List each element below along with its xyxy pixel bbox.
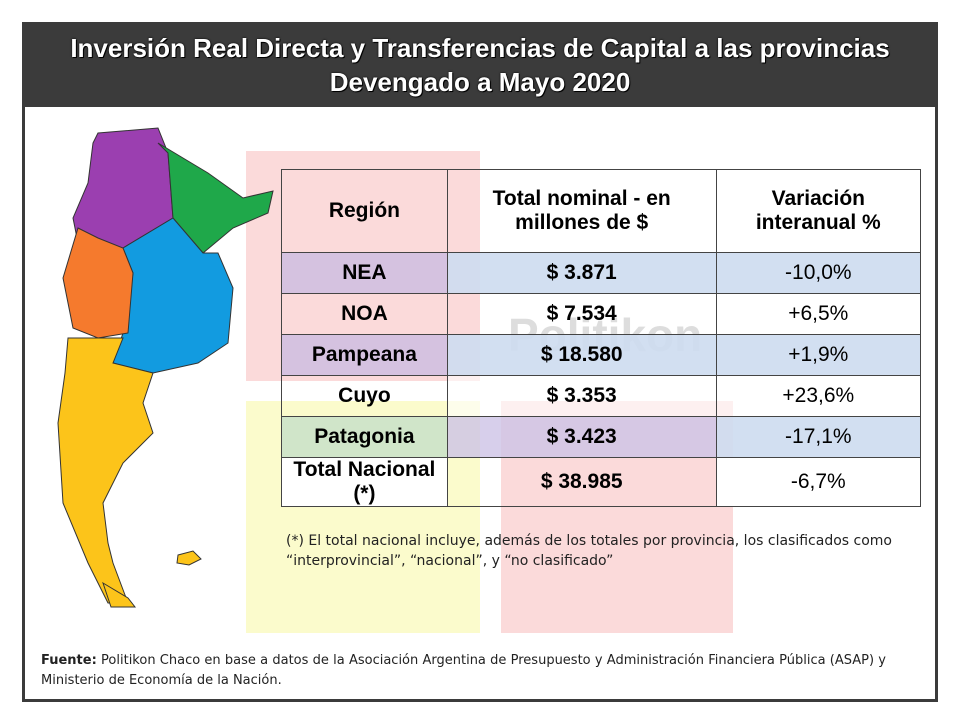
header-row: Región Total nominal - en millones de $ …	[281, 169, 922, 253]
region-cell: Cuyo	[281, 375, 448, 417]
frame: Inversión Real Directa y Transferencias …	[22, 22, 938, 702]
region-cell: NOA	[281, 293, 448, 335]
region-cell: NEA	[281, 252, 448, 294]
source: Fuente: Politikon Chaco en base a datos …	[41, 651, 886, 691]
title: Inversión Real Directa y Transferencias …	[70, 33, 890, 63]
variation-cell: +1,9%	[715, 334, 922, 376]
total-cell: $ 18.580	[446, 334, 717, 376]
island	[176, 550, 202, 566]
variation-cell: -6,7%	[715, 457, 922, 507]
header: Inversión Real Directa y Transferencias …	[25, 25, 935, 107]
table-row: Total Nacional (*) $ 38.985 -6,7%	[281, 457, 922, 507]
table-row: NOA $ 7.534 +6,5%	[281, 293, 922, 335]
table-row: Pampeana $ 18.580 +1,9%	[281, 334, 922, 376]
region-cell: Patagonia	[281, 416, 448, 458]
table: Región Total nominal - en millones de $ …	[281, 169, 922, 507]
variation-cell: +23,6%	[715, 375, 922, 417]
table-row: NEA $ 3.871 -10,0%	[281, 252, 922, 294]
total-cell: $ 3.353	[446, 375, 717, 417]
total-cell: $ 3.423	[446, 416, 717, 458]
map	[57, 127, 274, 608]
source-label: Fuente:	[41, 653, 97, 668]
title: Devengado a Mayo 2020	[329, 67, 631, 97]
variation-cell: +6,5%	[715, 293, 922, 335]
column-header: Variación interanual %	[715, 169, 922, 253]
variation-cell: -10,0%	[715, 252, 922, 294]
region-nea	[157, 142, 274, 254]
table-row: Patagonia $ 3.423 -17,1%	[281, 416, 922, 458]
region-patagonia	[57, 337, 154, 604]
region-cell: Pampeana	[281, 334, 448, 376]
footnote: (*) El total nacional incluye, además de…	[286, 533, 892, 569]
source-text: Politikon Chaco en base a datos de la As…	[41, 653, 886, 688]
column-header: Región	[281, 169, 448, 253]
variation-cell: -17,1%	[715, 416, 922, 458]
total-cell: $ 3.871	[446, 252, 717, 294]
table-row: Cuyo $ 3.353 +23,6%	[281, 375, 922, 417]
column-header: Total nominal - en millones de $	[446, 169, 717, 253]
total-cell: $ 7.534	[446, 293, 717, 335]
region-cuyo	[62, 227, 134, 339]
total-cell: $ 38.985	[446, 457, 717, 507]
island	[102, 581, 137, 608]
region-cell: Total Nacional (*)	[281, 457, 448, 507]
